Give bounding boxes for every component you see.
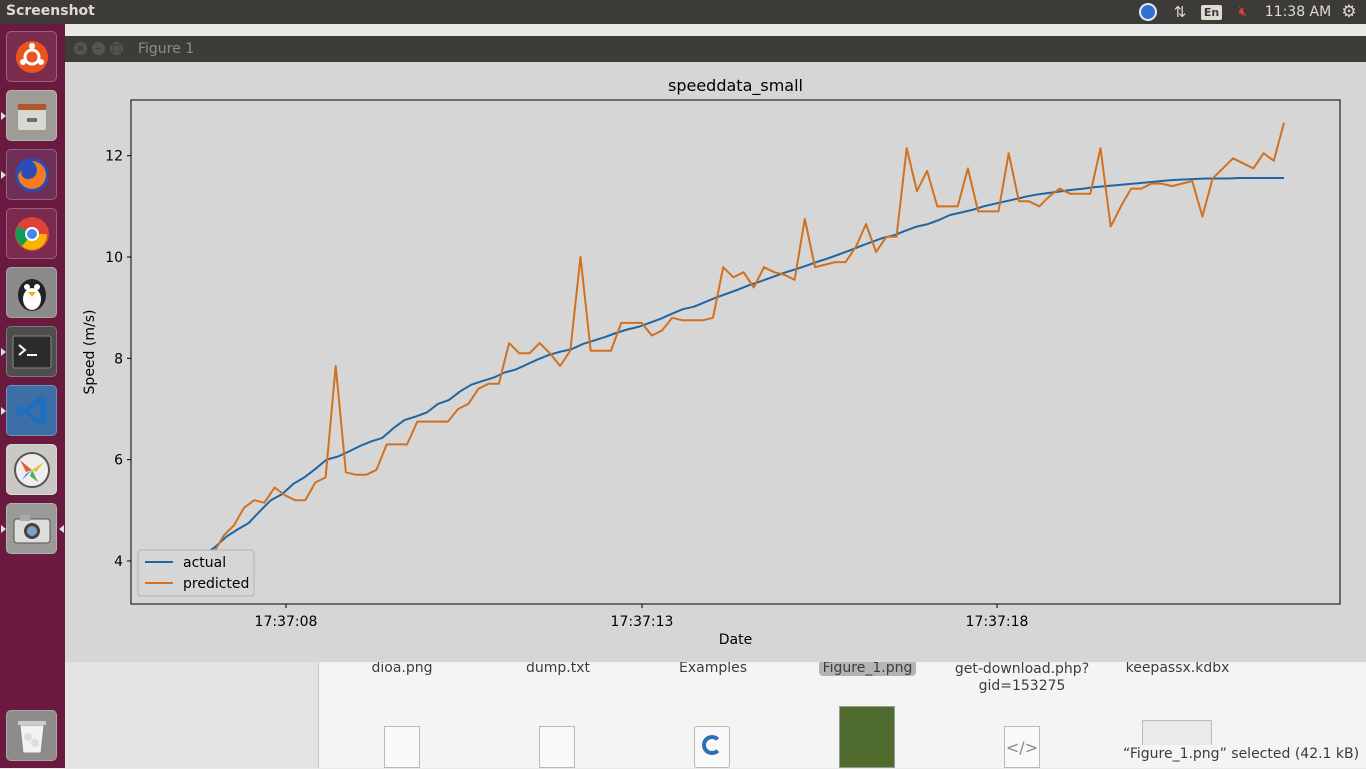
settings-gear-icon[interactable]: ⚙ <box>1341 2 1357 22</box>
text-file-icon[interactable] <box>539 726 575 768</box>
file-label-selected[interactable]: Figure_1.png <box>819 660 916 676</box>
close-icon[interactable]: × <box>74 42 87 55</box>
launcher <box>0 24 65 768</box>
code-file-icon[interactable]: </> <box>1004 726 1040 768</box>
chrome-icon[interactable] <box>6 208 57 259</box>
y-tick-label: 8 <box>114 351 123 367</box>
y-tick-label: 4 <box>114 554 123 570</box>
ubuntu-dash-icon[interactable] <box>6 31 57 82</box>
legend-label-predicted: predicted <box>183 576 249 592</box>
y-axis-ticks: 4 6 8 10 12 <box>105 149 131 570</box>
y-tick-label: 6 <box>114 453 123 469</box>
selection-status: “Figure_1.png” selected (42.1 kB) <box>1115 745 1366 768</box>
vscode-icon[interactable] <box>1 385 57 436</box>
kdbx-file-icon[interactable] <box>1142 720 1212 746</box>
image-thumbnail-icon[interactable] <box>839 706 895 768</box>
chart-title: speeddata_small <box>668 76 803 96</box>
x-tick-label: 17:37:18 <box>966 614 1029 630</box>
window-titlebar[interactable]: × – □ Figure 1 <box>65 36 1366 62</box>
legend-label-actual: actual <box>183 555 226 571</box>
pinwheel-app-icon[interactable] <box>6 444 57 495</box>
volume-muted-icon[interactable]: 🔇︎ <box>1238 4 1248 20</box>
file-label[interactable]: Examples <box>678 660 748 676</box>
network-icon[interactable]: ⇅ <box>1173 3 1187 21</box>
text-file-icon[interactable] <box>384 726 420 768</box>
trash-icon[interactable] <box>6 710 57 761</box>
x-axis-ticks: 17:37:08 17:37:13 17:37:18 <box>255 604 1029 630</box>
minimize-icon[interactable]: – <box>92 42 105 55</box>
series-line-predicted <box>192 122 1285 567</box>
series-line-actual <box>192 177 1284 562</box>
file-label[interactable]: keepassx.kdbx <box>1125 660 1230 676</box>
x-tick-label: 17:37:08 <box>255 614 318 630</box>
window-title: Figure 1 <box>138 41 195 57</box>
examples-folder-icon[interactable] <box>694 726 730 768</box>
terminal-icon[interactable] <box>1 326 57 377</box>
plot-area <box>130 99 1341 605</box>
line-chart: speeddata_small Date Speed (m/s) 4 6 8 10 12… <box>82 76 1341 648</box>
y-tick-label: 12 <box>105 149 123 165</box>
maximize-icon[interactable]: □ <box>110 42 123 55</box>
files-icon[interactable] <box>1 90 57 141</box>
file-manager-sidebar <box>65 662 319 768</box>
file-label[interactable]: dump.txt <box>526 660 590 676</box>
x-axis-label: Date <box>719 632 752 648</box>
series-lines <box>192 122 1285 567</box>
camera-icon[interactable] <box>1 503 64 554</box>
teamviewer-icon[interactable] <box>1137 2 1159 22</box>
panel-title: Screenshot <box>6 3 95 19</box>
file-label[interactable]: dioa.png <box>371 660 433 676</box>
penguin-app-icon[interactable] <box>6 267 57 318</box>
figure-window: × – □ Figure 1 speeddata_small Date Spee… <box>65 36 1366 662</box>
clock[interactable]: 11:38 AM <box>1264 4 1332 20</box>
firefox-icon[interactable] <box>1 149 57 200</box>
y-tick-label: 10 <box>105 250 123 266</box>
x-tick-label: 17:37:13 <box>611 614 674 630</box>
y-axis-label: Speed (m/s) <box>82 310 98 395</box>
keyboard-language-indicator[interactable]: En <box>1200 2 1223 22</box>
legend: actual predicted <box>137 549 255 597</box>
top-panel: Screenshot ⇅ En 🔇︎ 11:38 AM ⚙ <box>0 0 1366 24</box>
file-label[interactable]: get-download.php? gid=153275 <box>954 661 1090 694</box>
language-label: En <box>1200 4 1223 20</box>
